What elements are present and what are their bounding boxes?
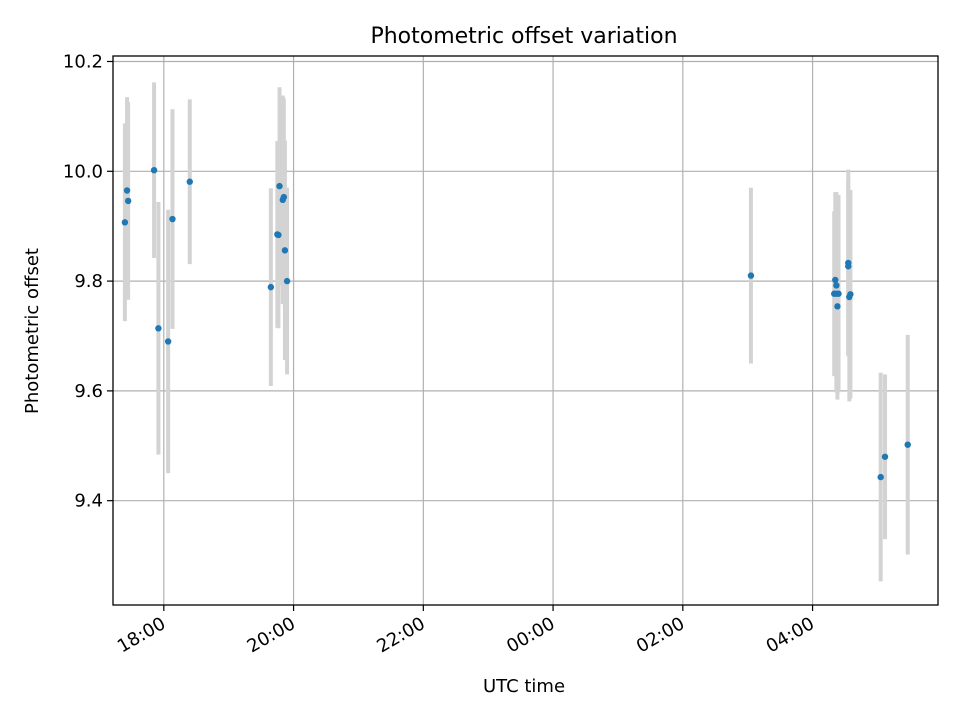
data-point <box>847 291 854 298</box>
data-point <box>281 247 289 254</box>
data-point <box>275 231 282 239</box>
x-tick-label: 00:00 <box>503 613 558 657</box>
y-tick-label: 9.8 <box>74 271 103 292</box>
data-point <box>124 197 132 205</box>
data-point <box>835 290 842 297</box>
data-point <box>283 277 291 285</box>
data-point <box>123 187 131 194</box>
y-axis-ticks: 9.4 9.6 9.8 10.0 10.2 <box>63 51 113 512</box>
x-tick-label: 20:00 <box>244 613 299 657</box>
x-tick-label: 22:00 <box>373 613 428 657</box>
data-point <box>150 166 158 174</box>
data-point <box>267 283 275 291</box>
x-axis-ticks: 18:00 20:00 22:00 00:00 02:00 04:00 <box>114 605 818 657</box>
data-point <box>881 453 889 460</box>
data-point <box>904 441 911 448</box>
data-point <box>276 182 283 190</box>
y-tick-label: 10.0 <box>63 161 103 182</box>
chart-title: Photometric offset variation <box>370 24 677 49</box>
grid-lines <box>113 56 938 605</box>
data-point <box>121 219 129 226</box>
y-tick-label: 9.6 <box>74 381 103 402</box>
data-points <box>121 166 911 481</box>
data-point <box>832 276 839 284</box>
data-point <box>877 473 884 481</box>
plot-frame <box>112 55 939 606</box>
data-point <box>164 338 172 345</box>
y-tick-label: 10.2 <box>63 51 103 72</box>
error-bars <box>122 82 910 582</box>
data-point <box>155 325 162 332</box>
data-point <box>833 282 840 289</box>
data-point <box>169 215 176 223</box>
y-tick-label: 9.4 <box>74 491 103 512</box>
data-point <box>280 193 288 201</box>
x-tick-label: 18:00 <box>114 613 169 657</box>
x-axis-label: UTC time <box>483 676 565 697</box>
x-tick-label: 04:00 <box>763 613 818 657</box>
x-tick-label: 02:00 <box>633 613 688 657</box>
data-point <box>834 303 841 310</box>
y-axis-label: Photometric offset <box>22 248 43 414</box>
data-point <box>186 178 193 185</box>
data-point <box>747 272 755 279</box>
data-point <box>845 263 852 270</box>
